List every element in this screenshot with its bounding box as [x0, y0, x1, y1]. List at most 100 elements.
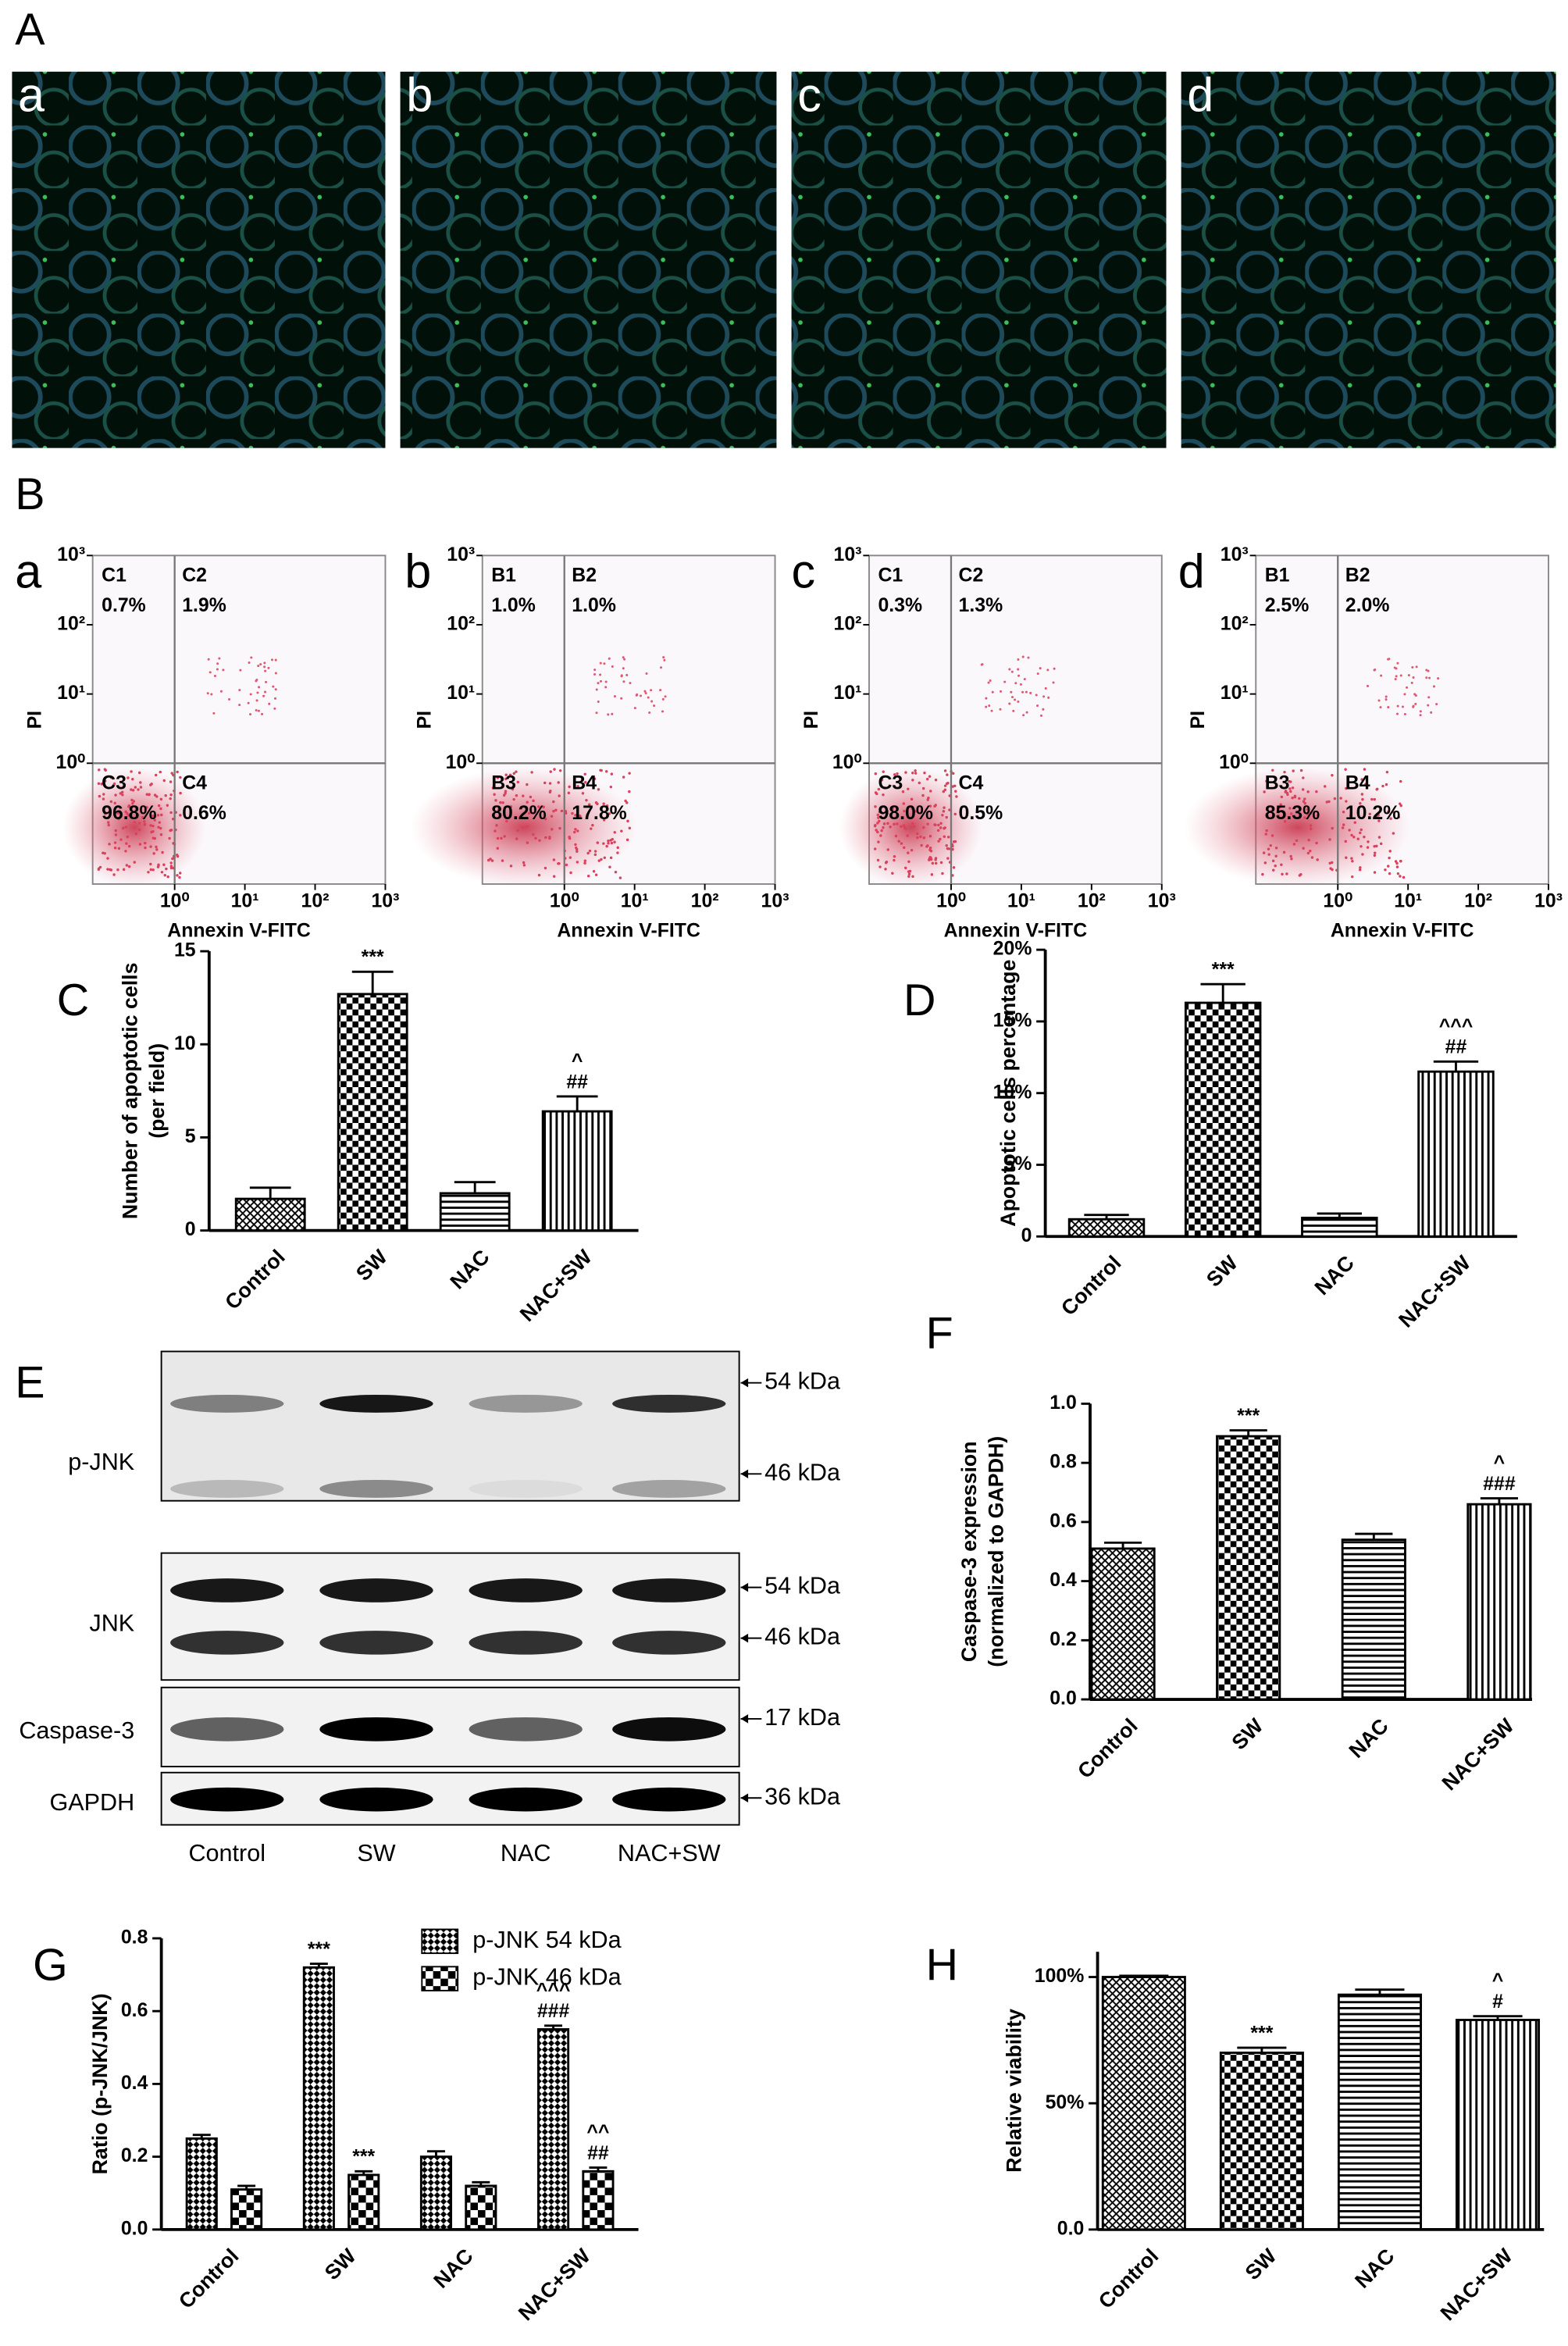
flow-dot [114, 793, 117, 797]
quadrant-name: C1 [102, 565, 127, 586]
flow-dot [599, 768, 602, 772]
flow-dot [543, 866, 547, 870]
flow-dot [1047, 696, 1050, 699]
flow-dot [1377, 819, 1381, 822]
flow-dot [1399, 674, 1402, 677]
flow-dot [503, 835, 506, 838]
flow-dot [596, 841, 600, 844]
flow-dot [903, 809, 906, 813]
flow-dot [911, 779, 914, 782]
flow-dot [126, 835, 130, 839]
flow-dot [609, 856, 613, 860]
flow-dot [1377, 836, 1381, 839]
flow-density [1184, 767, 1412, 887]
flow-dot [159, 797, 163, 801]
flow-dot [103, 811, 107, 815]
flow-dot [643, 690, 647, 693]
y-tick-label: 10⁰ [446, 752, 476, 773]
flow-dot [604, 770, 608, 773]
flow-dot [1411, 665, 1414, 669]
flow-dot [1008, 668, 1011, 671]
flow-dot [1261, 872, 1264, 876]
y-axis-label: (normalized to GAPDH) [985, 1436, 1008, 1667]
flow-dot [1042, 695, 1046, 698]
flow-dot [522, 861, 526, 865]
flow-dot [953, 812, 957, 816]
flow-dot [897, 840, 900, 843]
blot-band [170, 1717, 284, 1742]
flow-dot [939, 861, 943, 865]
flow-dot [169, 866, 173, 870]
flow-dot [143, 820, 146, 823]
flow-dot [1036, 704, 1039, 708]
flow-dot [586, 813, 589, 817]
flow-dot [625, 673, 629, 676]
flow-dot [1363, 835, 1366, 839]
flow-dot [623, 658, 626, 661]
flow-dot [907, 872, 911, 875]
flow-dot [208, 671, 212, 674]
blot-band [612, 1717, 726, 1742]
flow-dot [548, 782, 552, 785]
flow-dot [273, 707, 276, 710]
flow-dot [878, 865, 882, 868]
flow-dot [595, 711, 598, 715]
flow-dot [1414, 694, 1417, 697]
flow-dot [1415, 665, 1418, 669]
flow-dot [934, 804, 937, 807]
flow-dot [1269, 843, 1272, 847]
flow-dot [921, 793, 925, 797]
flow-dot [600, 857, 603, 861]
flow-dot [511, 787, 515, 791]
flow-dot [144, 841, 147, 845]
flow-dot [901, 790, 905, 793]
flow-dot [130, 770, 133, 773]
flow-dot [171, 857, 174, 861]
flow-dot [160, 813, 163, 817]
flow-dot [880, 829, 883, 833]
flow-dot [590, 827, 593, 830]
blot-band [319, 1578, 433, 1603]
flow-dot [647, 696, 650, 699]
flow-dot [928, 846, 932, 850]
flow-dot [133, 821, 137, 824]
flow-dot [568, 785, 571, 789]
quadrant-percent: 98.0% [878, 803, 932, 824]
flow-dot [122, 826, 125, 830]
flow-dot [1310, 856, 1314, 859]
flow-dot [928, 804, 932, 808]
flow-dot [886, 811, 889, 815]
flow-dot [1392, 832, 1395, 835]
flow-dot [228, 697, 231, 701]
flow-dot [216, 662, 219, 665]
flow-dot [1036, 672, 1039, 676]
flow-dot [946, 836, 950, 839]
flow-dot [176, 770, 179, 774]
flow-dot [537, 873, 541, 877]
flow-dot [1399, 859, 1402, 863]
flow-dot [1385, 770, 1389, 774]
flow-dot [212, 711, 216, 715]
flow-dot [161, 850, 164, 854]
flow-dot [1361, 853, 1364, 856]
panel-label: F [926, 1309, 953, 1359]
flow-dot [946, 857, 950, 860]
flow-dot [920, 843, 923, 847]
flow-dot [1316, 858, 1319, 861]
y-tick-label: 10¹ [57, 683, 85, 704]
flow-dot [903, 846, 906, 850]
flow-dot [134, 832, 138, 836]
flow-dot [530, 771, 533, 774]
flow-dot [882, 770, 885, 773]
flow-dot [247, 701, 250, 704]
blot-band [469, 1717, 583, 1742]
flow-dot [98, 794, 102, 798]
marker-label: 46 kDa [764, 1624, 840, 1650]
flow-dot [222, 669, 225, 672]
flow-dot [942, 810, 946, 813]
flow-dot [1414, 702, 1417, 705]
flow-dot [1012, 709, 1015, 712]
flow-dot [1053, 667, 1056, 670]
y-tick-label: 10² [834, 614, 862, 635]
significance-mark: ## [1445, 1037, 1467, 1058]
